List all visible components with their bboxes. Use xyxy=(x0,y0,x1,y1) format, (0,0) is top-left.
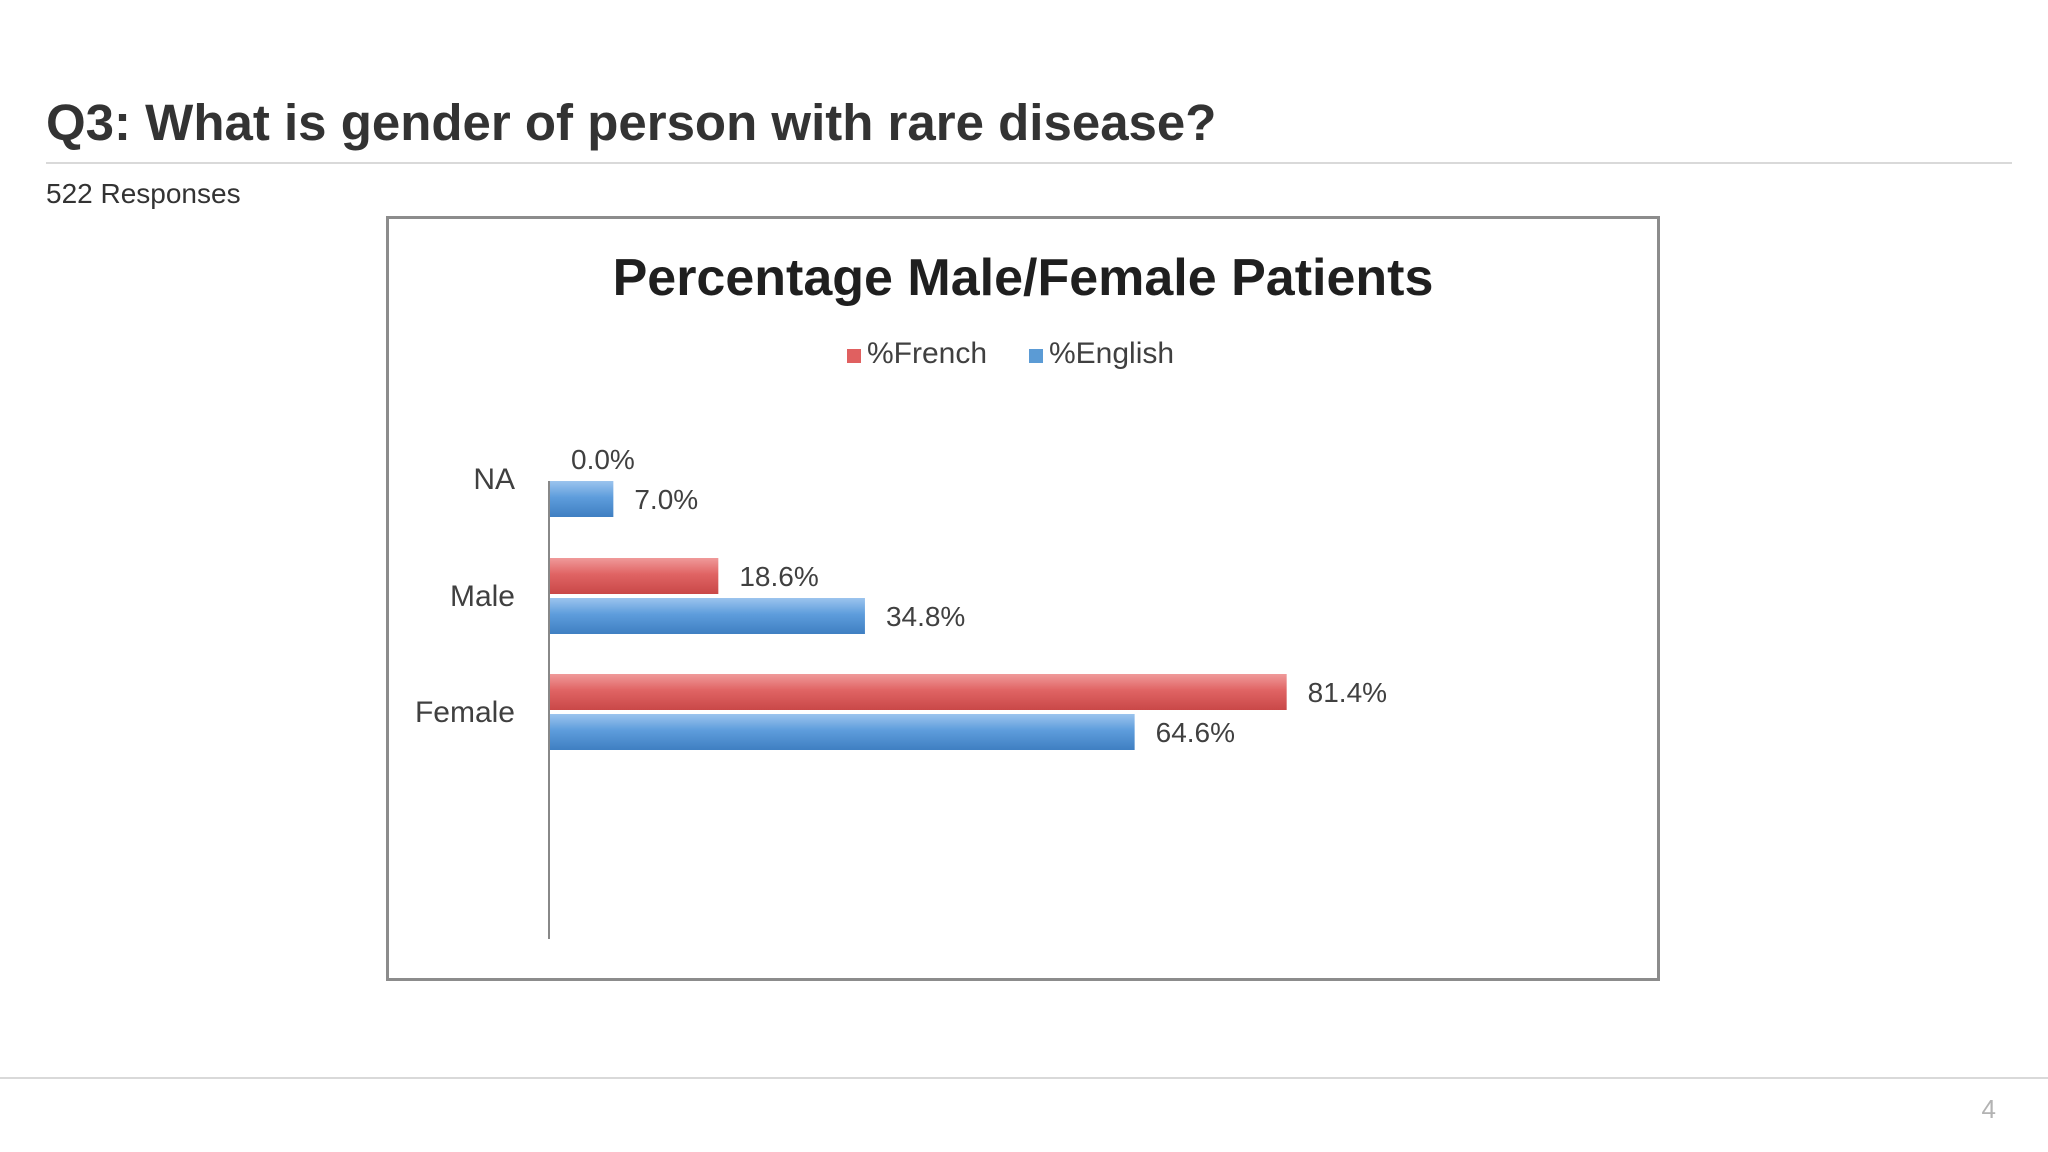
chart-frame: Percentage Male/Female Patients %French%… xyxy=(386,216,1660,981)
chart-title: Percentage Male/Female Patients xyxy=(613,249,1434,307)
category-label-female: Female xyxy=(415,696,515,729)
title-divider xyxy=(46,162,2012,164)
footer-divider xyxy=(0,1077,2048,1079)
category-label-na: NA xyxy=(473,463,515,496)
slide-title: Q3: What is gender of person with rare d… xyxy=(46,94,1217,151)
bars xyxy=(550,481,1287,750)
bar-french-male xyxy=(550,558,719,594)
page-number: 4 xyxy=(1981,1094,1996,1124)
bar-labels: 0.0% 7.0% 18.6% 34.8% 81.4% 64.6% xyxy=(571,444,1387,748)
bar-label-french-female: 81.4% xyxy=(1308,677,1387,708)
legend-label-english: %English xyxy=(1049,337,1174,370)
legend-swatch-english xyxy=(1029,349,1043,363)
category-labels: NA Male Female xyxy=(415,463,515,729)
bar-label-french-male: 18.6% xyxy=(739,561,818,592)
bar-english-male xyxy=(550,598,865,634)
bar-label-english-male: 34.8% xyxy=(886,601,965,632)
bar-label-french-na: 0.0% xyxy=(571,444,635,475)
bar-english-female xyxy=(550,714,1135,750)
bar-chart: Percentage Male/Female Patients %French%… xyxy=(415,249,1434,939)
response-count: 522 Responses xyxy=(46,178,241,209)
chart-legend: %French %English xyxy=(847,337,1174,370)
category-label-male: Male xyxy=(450,580,515,613)
bar-label-english-female: 64.6% xyxy=(1156,717,1235,748)
bar-english-na xyxy=(550,481,614,517)
legend-label-french: %French xyxy=(867,337,987,370)
legend-swatch-french xyxy=(847,349,861,363)
bar-french-female xyxy=(550,674,1287,710)
bar-label-english-na: 7.0% xyxy=(634,484,698,515)
